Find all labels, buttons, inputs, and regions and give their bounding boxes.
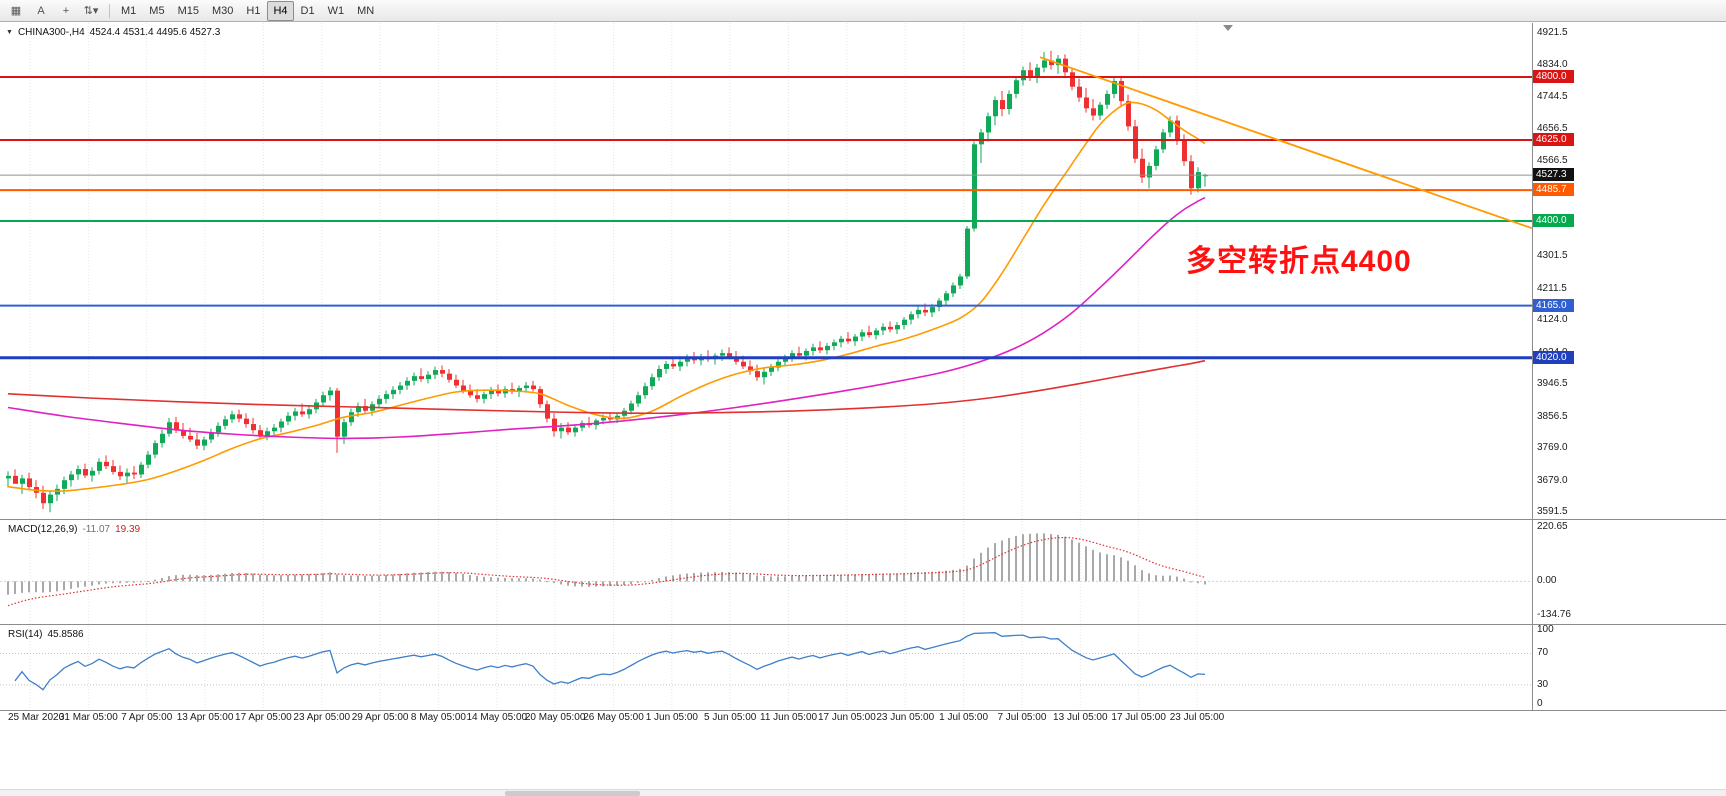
macd-histogram <box>7 533 1206 595</box>
timeframe-button-h1[interactable]: H1 <box>246 4 261 17</box>
symbol-period-label: CHINA300-,H4 <box>17 27 85 38</box>
chart-title: ▼ CHINA300-,H4 4524.4 4531.4 4495.6 4527… <box>6 27 220 38</box>
toolbar-separator <box>109 3 110 18</box>
timeframe-button-m30[interactable]: M30 <box>211 4 234 17</box>
ohlc-values: 4524.4 4531.4 4495.6 4527.3 <box>89 27 221 38</box>
macd-signal-line <box>7 536 1206 607</box>
timeframe-button-mn[interactable]: MN <box>357 4 375 17</box>
descending-trendline[interactable] <box>1039 56 1533 230</box>
macd-signal-value: 19.39 <box>115 524 141 535</box>
indicators-dropdown[interactable]: ⇅▾ <box>83 5 99 17</box>
symbol-dropdown-icon[interactable]: ▼ <box>6 29 13 36</box>
chart-shift-marker <box>1223 25 1233 31</box>
candles-series <box>6 50 1208 513</box>
timeframe-button-m1[interactable]: M1 <box>121 4 137 17</box>
macd-name: MACD(12,26,9) <box>8 524 78 535</box>
macd-label: MACD(12,26,9) -11.07 19.39 <box>8 524 140 535</box>
rsi-line <box>14 632 1206 691</box>
timeframe-button-h4[interactable]: H4 <box>267 0 294 21</box>
chart-text-annotation[interactable]: 多空转折点4400 <box>1186 245 1412 278</box>
ma-fast-orange-line <box>7 101 1206 492</box>
text-tool-icon[interactable]: A <box>37 4 45 17</box>
horizontal-scrollbar[interactable] <box>0 789 1726 796</box>
charts-grid-icon[interactable]: ▦ <box>10 5 22 17</box>
toolbar-icons: ▦ A + ⇅▾ <box>4 1 104 21</box>
rsi-label: RSI(14) 45.8586 <box>8 629 84 640</box>
timeframe-button-m15[interactable]: M15 <box>177 4 199 17</box>
timeframe-bar: M1 M5 M15 M30 H1 H4 D1 W1 MN <box>115 0 381 21</box>
timeframe-button-d1[interactable]: D1 <box>300 4 315 17</box>
scrollbar-thumb[interactable] <box>505 791 640 796</box>
ma-slow-red-line <box>7 359 1206 415</box>
macd-main-value: -11.07 <box>82 524 111 535</box>
crosshair-tool-icon[interactable]: + <box>62 4 70 17</box>
timeframe-button-m5[interactable]: M5 <box>149 4 165 17</box>
ma-mid-magenta-line <box>7 196 1206 440</box>
timeframe-button-w1[interactable]: W1 <box>327 4 345 17</box>
rsi-value: 45.8586 <box>47 629 84 640</box>
grid-lines <box>29 23 1198 710</box>
toolbar: ▦ A + ⇅▾ M1 M5 M15 M30 H1 H4 D1 W1 MN <box>0 0 1726 22</box>
rsi-name: RSI(14) <box>8 629 43 640</box>
